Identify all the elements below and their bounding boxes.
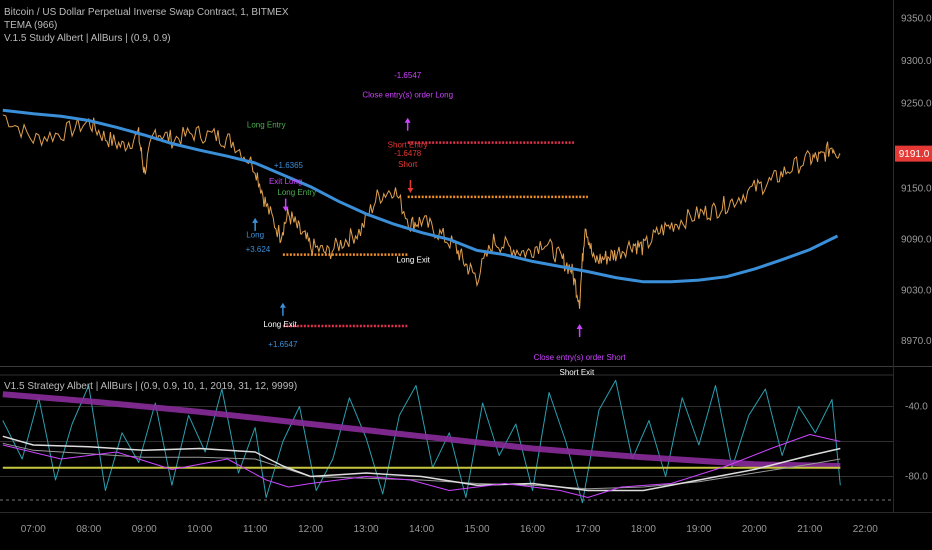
- time-axis-tick-label: 14:00: [409, 524, 434, 535]
- close-short-label: Close entry(s) order Short: [534, 353, 627, 362]
- current-price-label: 9191.0: [899, 149, 930, 160]
- time-axis-tick-label: 09:00: [132, 524, 157, 535]
- price-axis-tick-label: 9090.0: [901, 234, 932, 245]
- indicator-study-label: V.1.5 Study Albert | AllBurs | (0.9, 0.9…: [4, 33, 171, 44]
- tema-series-line: [2, 108, 839, 284]
- osc-series-purple-thick: [2, 391, 841, 469]
- indicator-tema-label: TEMA (966): [4, 20, 58, 31]
- short-pnl-label: -1.6547: [394, 71, 422, 80]
- exit-long-arrow: [282, 198, 289, 212]
- long-value: +3.624: [246, 245, 271, 254]
- osc-series-purple-thin: [2, 434, 841, 498]
- price-axis-tick-label: 9250.0: [901, 99, 932, 110]
- time-axis-tick-label: 08:00: [76, 524, 101, 535]
- long-entry-value: +1.6365: [274, 161, 304, 170]
- current-price-badge: [895, 145, 932, 162]
- close-long-arrow: [404, 117, 411, 131]
- time-axis-tick-label: 21:00: [797, 524, 822, 535]
- long-entry-2-label: Long Entry: [277, 188, 316, 197]
- chart-legend: Bitcoin / US Dollar Perpetual Inverse Sw…: [4, 6, 289, 45]
- close-long-label: Close entry(s) order Long: [362, 91, 453, 100]
- time-axis-tick-label: 10:00: [187, 524, 212, 535]
- price-axis-tick-label: 9300.0: [901, 56, 932, 67]
- exit-long-label: Exit Long: [269, 177, 302, 186]
- long-arrow: [252, 217, 259, 231]
- long-entry-label: Long Entry: [247, 120, 286, 129]
- time-axis-tick-label: 17:00: [575, 524, 600, 535]
- long-label: Long: [246, 231, 264, 240]
- close-short-arrow: [576, 323, 583, 337]
- short-label: Short: [398, 160, 418, 169]
- time-axis-tick-label: 13:00: [354, 524, 379, 535]
- long-exit-center-label: Long Exit: [397, 255, 431, 264]
- time-axis-tick-label: 18:00: [631, 524, 656, 535]
- time-axis-tick-label: 20:00: [742, 524, 767, 535]
- short-entry-value: -1.6478: [394, 149, 422, 158]
- time-axis-tick-label: 22:00: [853, 524, 878, 535]
- time-axis-tick-label: 15:00: [464, 524, 489, 535]
- short-arrow: [407, 179, 414, 193]
- time-axis-tick-label: 19:00: [686, 524, 711, 535]
- time-axis-tick-label: 11:00: [243, 524, 268, 535]
- osc-series-white: [2, 435, 841, 492]
- chart-title: Bitcoin / US Dollar Perpetual Inverse Sw…: [4, 7, 289, 18]
- long-exit-value: +1.6547: [268, 340, 298, 349]
- osc-series-cyan: [2, 379, 841, 504]
- short-exit-label: Short Exit: [560, 368, 595, 377]
- osc-axis-tick-label: -40.0: [905, 402, 928, 413]
- long-exit-bottom-label: Long Exit: [263, 320, 297, 329]
- subpane-title: V1.5 Strategy Albert | AllBurs | (0.9, 0…: [4, 381, 298, 392]
- long-exit-arrow: [279, 302, 286, 316]
- price-axis-tick-label: 9030.0: [901, 285, 932, 296]
- osc-axis-tick-label: -80.0: [905, 472, 928, 483]
- price-axis-tick-label: 9150.0: [901, 183, 932, 194]
- osc-series-grey: [2, 442, 841, 490]
- time-axis-tick-label: 12:00: [298, 524, 323, 535]
- time-axis-tick-label: 16:00: [520, 524, 545, 535]
- price-axis-tick-label: 8970.0: [901, 336, 932, 347]
- short-entry-label: Short Entry: [388, 141, 428, 150]
- price-axis-tick-label: 9350.0: [901, 14, 932, 25]
- subpane-legend: V1.5 Strategy Albert | AllBurs | (0.9, 0…: [4, 380, 297, 393]
- time-axis-tick-label: 07:00: [21, 524, 46, 535]
